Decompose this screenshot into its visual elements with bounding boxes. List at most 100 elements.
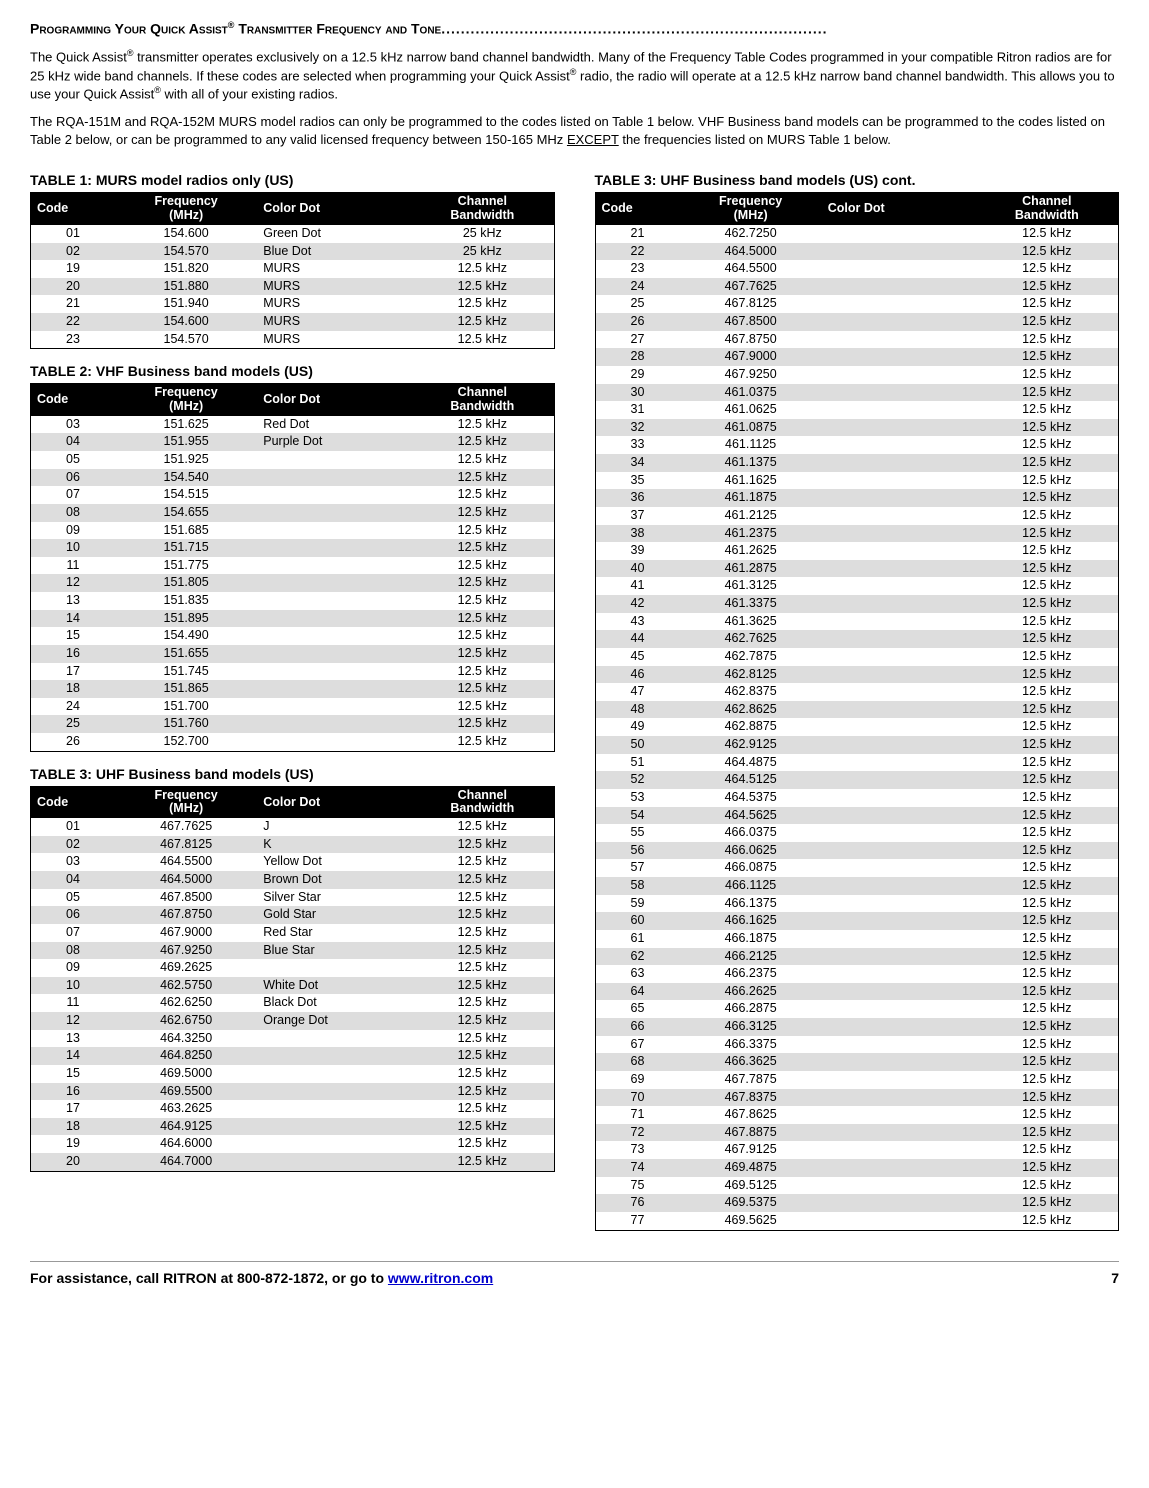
cell: 23: [31, 331, 116, 349]
footer-link[interactable]: www.ritron.com: [388, 1270, 493, 1286]
table-row: 46462.812512.5 kHz: [595, 666, 1119, 684]
cell: J: [257, 818, 411, 836]
cell: [822, 666, 976, 684]
cell: 461.1125: [680, 436, 822, 454]
cell: 467.9000: [680, 348, 822, 366]
table-row: 73467.912512.5 kHz: [595, 1141, 1119, 1159]
cell: 12.5 kHz: [411, 871, 554, 889]
cell: 467.9250: [115, 942, 257, 960]
col-header: Color Dot: [257, 193, 411, 225]
table-row: 21151.940MURS12.5 kHz: [31, 295, 555, 313]
cell: 01: [31, 225, 116, 243]
cell: 12.5 kHz: [411, 994, 554, 1012]
table1-head: CodeFrequency(MHz)Color DotChannelBandwi…: [31, 193, 555, 225]
cell: 17: [31, 663, 116, 681]
cell: 466.1875: [680, 930, 822, 948]
table-row: 06154.54012.5 kHz: [31, 469, 555, 487]
table-row: 56466.062512.5 kHz: [595, 842, 1119, 860]
cell: 151.955: [115, 433, 257, 451]
cell: 12.5 kHz: [976, 1177, 1119, 1195]
cell: 151.835: [115, 592, 257, 610]
cell: [257, 680, 411, 698]
cell: 10: [31, 977, 116, 995]
cell: 464.5125: [680, 771, 822, 789]
table-row: 12462.6750Orange Dot12.5 kHz: [31, 1012, 555, 1030]
cell: 12.5 kHz: [976, 1141, 1119, 1159]
cell: 74: [595, 1159, 680, 1177]
cell: 40: [595, 560, 680, 578]
table-row: 01154.600Green Dot25 kHz: [31, 225, 555, 243]
cell: [257, 522, 411, 540]
cell: 41: [595, 577, 680, 595]
cell: 21: [31, 295, 116, 313]
cell: 35: [595, 472, 680, 490]
cell: 12: [31, 574, 116, 592]
cell: 463.2625: [115, 1100, 257, 1118]
table2-body: 03151.625Red Dot12.5 kHz04151.955Purple …: [31, 416, 555, 751]
table-row: 08154.65512.5 kHz: [31, 504, 555, 522]
section-heading: Programming Your Quick Assist® Transmitt…: [30, 20, 1119, 37]
cell: 466.1375: [680, 895, 822, 913]
table-row: 07154.51512.5 kHz: [31, 486, 555, 504]
cell: [822, 331, 976, 349]
cell: 54: [595, 807, 680, 825]
cell: 12.5 kHz: [976, 260, 1119, 278]
cell: 45: [595, 648, 680, 666]
cell: 12: [31, 1012, 116, 1030]
cell: [257, 1118, 411, 1136]
cell: 12.5 kHz: [976, 577, 1119, 595]
col-header: Frequency(MHz): [115, 193, 257, 225]
table-row: 14464.825012.5 kHz: [31, 1047, 555, 1065]
cell: 151.865: [115, 680, 257, 698]
cell: [257, 1100, 411, 1118]
cell: 12.5 kHz: [411, 522, 554, 540]
cell: [257, 469, 411, 487]
cell: 58: [595, 877, 680, 895]
cell: 12.5 kHz: [411, 469, 554, 487]
cell: 12.5 kHz: [411, 942, 554, 960]
cell: 60: [595, 912, 680, 930]
table3c-head: CodeFrequency(MHz)Color DotChannelBandwi…: [595, 193, 1119, 225]
cell: 70: [595, 1089, 680, 1107]
cell: [822, 472, 976, 490]
cell: 461.2375: [680, 525, 822, 543]
cell: MURS: [257, 278, 411, 296]
cell: 15: [31, 1065, 116, 1083]
cell: 12.5 kHz: [411, 836, 554, 854]
cell: 59: [595, 895, 680, 913]
table-row: 36461.187512.5 kHz: [595, 489, 1119, 507]
cell: [822, 718, 976, 736]
table3-body: 01467.7625J12.5 kHz02467.8125K12.5 kHz03…: [31, 818, 555, 1171]
cell: 12.5 kHz: [976, 278, 1119, 296]
table-row: 66466.312512.5 kHz: [595, 1018, 1119, 1036]
cell: 77: [595, 1212, 680, 1230]
cell: MURS: [257, 295, 411, 313]
cell: 469.2625: [115, 959, 257, 977]
cell: 12.5 kHz: [411, 1153, 554, 1171]
cell: 12.5 kHz: [976, 1212, 1119, 1230]
cell: 15: [31, 627, 116, 645]
cell: White Dot: [257, 977, 411, 995]
cell: 06: [31, 469, 116, 487]
cell: 20: [31, 1153, 116, 1171]
cell: [822, 930, 976, 948]
cell: [257, 1030, 411, 1048]
cell: 12.5 kHz: [976, 472, 1119, 490]
table-row: 33461.112512.5 kHz: [595, 436, 1119, 454]
cell: [257, 592, 411, 610]
table-row: 40461.287512.5 kHz: [595, 560, 1119, 578]
cell: 12.5 kHz: [976, 824, 1119, 842]
cell: 12.5 kHz: [976, 930, 1119, 948]
paragraph-2: The RQA-151M and RQA-152M MURS model rad…: [30, 113, 1119, 148]
cell: 462.8125: [680, 666, 822, 684]
cell: [822, 1089, 976, 1107]
table-row: 02467.8125K12.5 kHz: [31, 836, 555, 854]
table-row: 72467.887512.5 kHz: [595, 1124, 1119, 1142]
table-row: 10151.71512.5 kHz: [31, 539, 555, 557]
cell: [822, 842, 976, 860]
cell: 08: [31, 504, 116, 522]
cell: 469.4875: [680, 1159, 822, 1177]
col-header: Color Dot: [257, 384, 411, 416]
cell: 461.1875: [680, 489, 822, 507]
cell: 469.5375: [680, 1194, 822, 1212]
